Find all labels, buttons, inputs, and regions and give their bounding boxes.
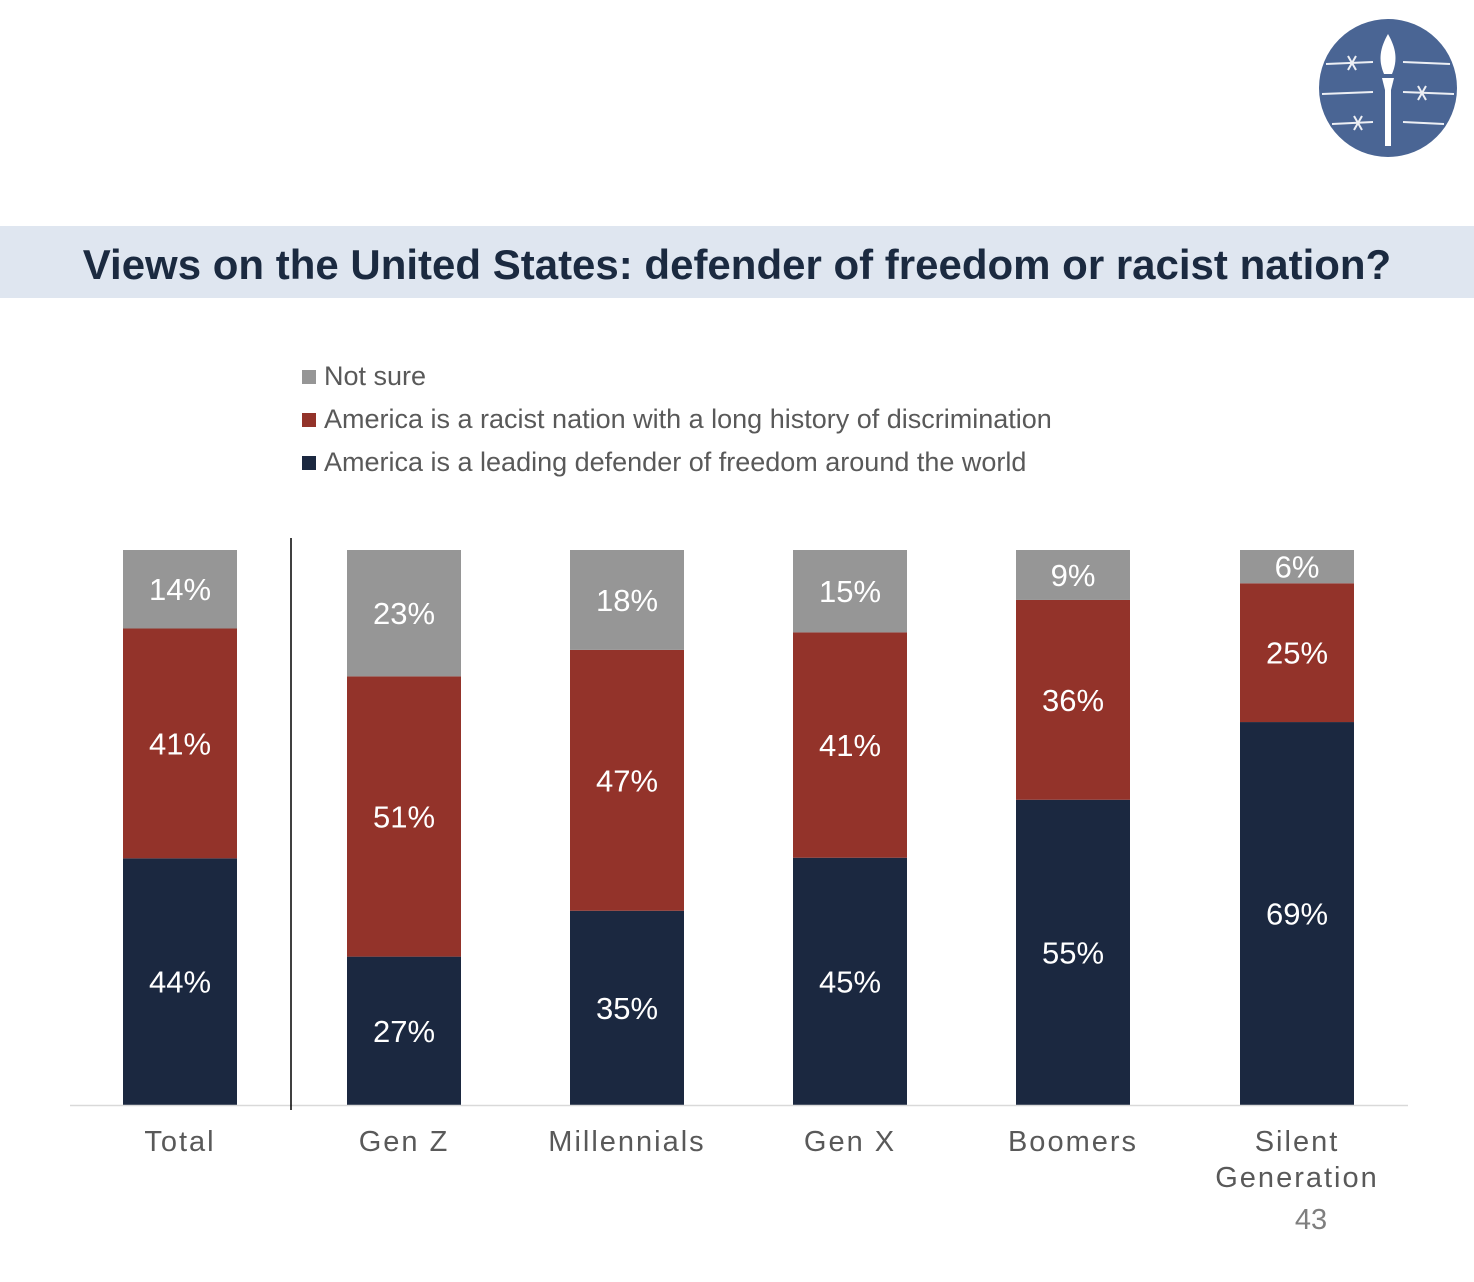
legend-swatch-freedom: [302, 456, 316, 470]
bar-racist-5: [1240, 583, 1354, 723]
bar-racist-3: [793, 632, 907, 858]
data-label-racist-4: 36%: [1042, 683, 1104, 718]
data-label-racist-3: 41%: [819, 728, 881, 763]
legend-item-freedom: America is a leading defender of freedom…: [302, 444, 1052, 487]
category-label-5-line-1: Generation: [1215, 1162, 1379, 1194]
bar-not_sure-3: [793, 550, 907, 633]
bar-not_sure-5: [1240, 550, 1354, 584]
bar-not_sure-4: [1016, 550, 1130, 600]
bar-freedom-1: [347, 956, 461, 1105]
legend-label-freedom: America is a leading defender of freedom…: [324, 447, 1027, 477]
chart-title: Views on the United States: defender of …: [82, 241, 1392, 288]
bar-racist-4: [1016, 599, 1130, 800]
data-label-not_sure-4: 9%: [1051, 558, 1096, 593]
category-label-0: Total: [144, 1126, 215, 1158]
title-band: Views on the United States: defender of …: [0, 226, 1474, 298]
data-label-racist-1: 51%: [373, 800, 435, 835]
bar-racist-1: [347, 676, 461, 957]
legend-item-racist: America is a racist nation with a long h…: [302, 401, 1052, 444]
torch-logo: [1319, 19, 1457, 157]
legend-swatch-not-sure: [302, 370, 316, 384]
data-label-not_sure-0: 14%: [149, 572, 211, 607]
category-label-3: Gen X: [804, 1126, 896, 1158]
data-label-not_sure-1: 23%: [373, 596, 435, 631]
data-label-racist-0: 41%: [149, 726, 211, 761]
category-label-4: Boomers: [1008, 1126, 1138, 1158]
category-label-2: Millennials: [548, 1126, 705, 1158]
category-label-5-line-0: Silent: [1255, 1126, 1340, 1158]
legend-swatch-racist: [302, 413, 316, 427]
bar-freedom-4: [1016, 799, 1130, 1105]
data-label-not_sure-3: 15%: [819, 574, 881, 609]
bar-racist-0: [123, 628, 237, 859]
data-label-freedom-3: 45%: [819, 964, 881, 999]
data-label-freedom-0: 44%: [149, 965, 211, 1000]
legend: Not sure America is a racist nation with…: [302, 358, 1052, 487]
data-label-freedom-1: 27%: [373, 1014, 435, 1049]
data-label-not_sure-5: 6%: [1275, 550, 1320, 585]
data-label-freedom-5: 69%: [1266, 897, 1328, 932]
data-label-racist-2: 47%: [596, 763, 658, 798]
legend-label-racist: America is a racist nation with a long h…: [324, 404, 1052, 434]
legend-item-not-sure: Not sure: [302, 358, 1052, 401]
category-label-1: Gen Z: [359, 1126, 450, 1158]
bar-not_sure-2: [570, 550, 684, 650]
bar-not_sure-1: [347, 550, 461, 677]
bar-freedom-5: [1240, 722, 1354, 1105]
bar-not_sure-0: [123, 550, 237, 629]
bar-freedom-3: [793, 857, 907, 1105]
legend-label-not-sure: Not sure: [324, 361, 427, 391]
bar-freedom-2: [570, 910, 684, 1105]
bar-racist-2: [570, 649, 684, 911]
data-label-not_sure-2: 18%: [596, 583, 658, 618]
data-label-freedom-4: 55%: [1042, 935, 1104, 970]
data-label-racist-5: 25%: [1266, 636, 1328, 671]
bar-freedom-0: [123, 858, 237, 1105]
data-label-freedom-2: 35%: [596, 991, 658, 1026]
page-number: 43: [1294, 1204, 1328, 1236]
